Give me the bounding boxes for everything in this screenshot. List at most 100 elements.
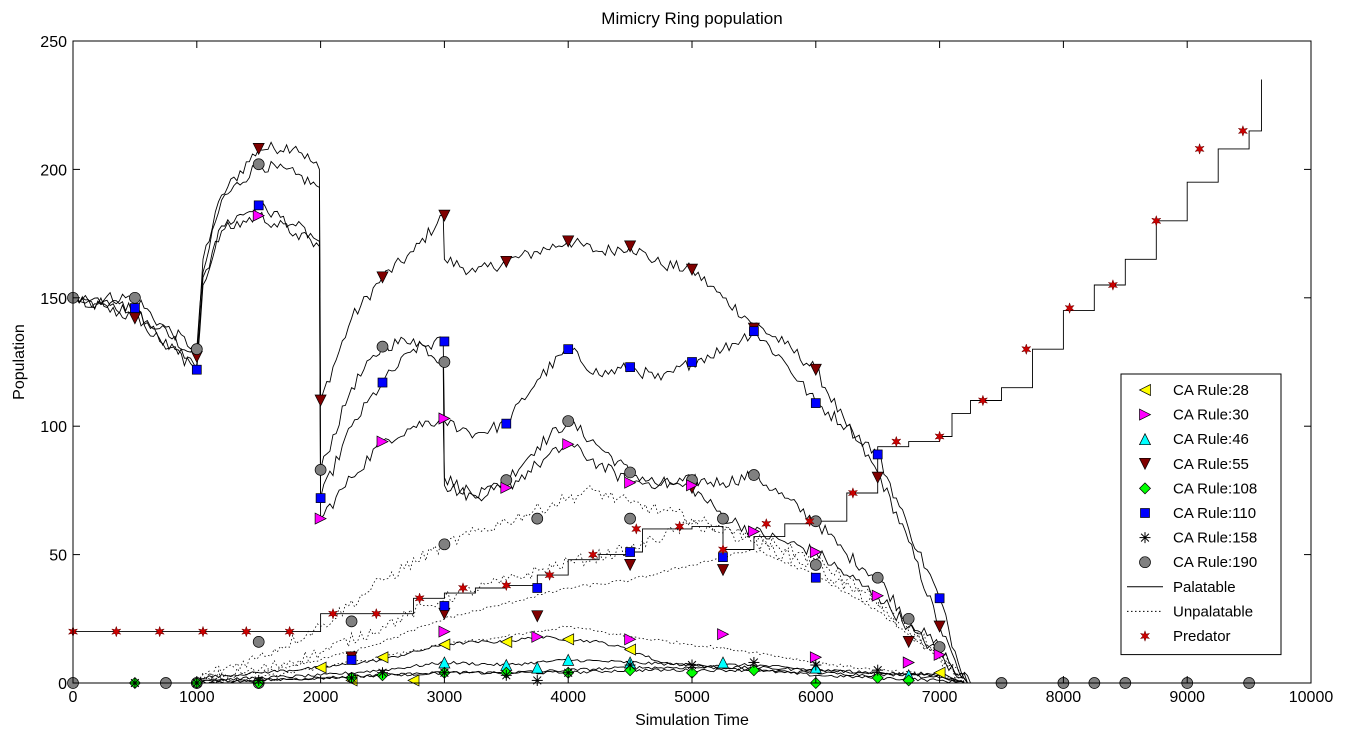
legend-entry: CA Rule:30 [1139, 407, 1249, 424]
legend-marker [1138, 432, 1152, 446]
marker-rule158 [810, 659, 822, 671]
marker-rule110 [810, 398, 821, 408]
marker-predator [544, 569, 555, 582]
marker-rule30 [531, 630, 544, 643]
marker-rule30 [624, 476, 637, 489]
series-line-unpal-4 [196, 625, 965, 684]
marker-rule190 [438, 356, 451, 368]
marker-predator [717, 543, 729, 556]
legend: CA Rule:28 CA Rule:30 CA Rule:46 CA Rule:55… [1120, 373, 1282, 656]
legend-entry: CA Rule:158 [1139, 530, 1257, 547]
marker-predator [1107, 279, 1119, 291]
plot-lines [72, 79, 1262, 684]
marker-predator [891, 435, 902, 448]
marker-rule190 [531, 512, 544, 525]
series-line-rule110 [72, 200, 971, 684]
legend-marker [1139, 408, 1152, 421]
marker-rule110 [253, 200, 264, 211]
series-line-rule30 [72, 211, 971, 684]
marker-rule28 [561, 633, 575, 646]
y-tick-label: 200 [40, 162, 67, 179]
marker-predator [934, 430, 945, 443]
marker-rule110 [625, 547, 635, 557]
marker-predator [804, 515, 815, 528]
series-line-unpal-1 [196, 485, 965, 684]
x-tick-label: 6000 [798, 689, 834, 706]
marker-predator [1237, 124, 1249, 137]
marker-rule30 [717, 628, 730, 641]
legend-marker [1139, 556, 1151, 569]
marker-rule110 [377, 377, 388, 388]
marker-rule55 [438, 209, 451, 222]
series-line-rule46 [196, 658, 965, 684]
marker-rule158 [686, 659, 698, 671]
marker-rule55 [562, 235, 575, 248]
axes: 0 1000 2000 3000 4000 5000 6000 7000 8000 9000 100… [40, 34, 1333, 706]
legend-marker [1138, 457, 1152, 471]
marker-rule108 [747, 664, 760, 677]
legend-label: CA Rule:30 [1173, 407, 1249, 424]
legend-marker [1138, 383, 1151, 397]
x-tick-label: 1000 [179, 689, 215, 706]
marker-rule30 [871, 589, 884, 602]
legend-label: CA Rule:28 [1173, 382, 1249, 399]
x-tick-label: 7000 [922, 689, 958, 706]
marker-rule190 [129, 291, 141, 304]
legend-entry: Palatable [1127, 579, 1236, 596]
marker-predator [197, 625, 209, 638]
marker-rule30 [748, 525, 761, 538]
marker-predator [371, 607, 382, 620]
marker-rule46 [531, 661, 544, 674]
marker-rule190 [748, 469, 760, 481]
legend-label: CA Rule:158 [1173, 530, 1257, 547]
marker-rule30 [562, 438, 575, 451]
series-line-unpal-2 [196, 519, 965, 684]
marker-rule190 [345, 615, 358, 628]
marker-predator [847, 487, 859, 499]
marker-rule190 [438, 538, 451, 551]
marker-rule108 [902, 674, 915, 687]
marker-rule55 [624, 559, 637, 572]
marker-rule190 [562, 415, 575, 427]
series-line-rule158 [196, 665, 965, 684]
marker-rule158 [377, 667, 388, 679]
legend-label: CA Rule:46 [1173, 431, 1249, 448]
series-line-rule190 [72, 160, 971, 684]
marker-rule55 [809, 363, 822, 376]
marker-rule30 [933, 648, 946, 661]
marker-rule28 [314, 661, 327, 674]
marker-rule30 [624, 633, 637, 646]
marker-predator [111, 625, 122, 638]
legend-entry: CA Rule:110 [1140, 505, 1256, 522]
marker-rule158 [346, 672, 358, 684]
marker-predator [284, 625, 295, 638]
marker-rule110 [532, 583, 543, 593]
marker-rule30 [314, 512, 327, 525]
marker-rule110 [315, 493, 326, 503]
marker-rule190 [252, 158, 265, 171]
series-line-rule55 [72, 141, 971, 684]
marker-rule190 [624, 512, 636, 525]
marker-rule158 [872, 664, 884, 676]
marker-rule190 [376, 340, 389, 353]
y-tick-label: 250 [40, 34, 67, 51]
legend-label: CA Rule:110 [1173, 505, 1256, 522]
legend-marker [1139, 482, 1151, 495]
series-line-rule108 [196, 668, 965, 684]
marker-rule190 [717, 512, 729, 525]
marker-predator [761, 517, 772, 530]
marker-rule55 [933, 620, 946, 633]
marker-rule28 [623, 643, 636, 656]
marker-predator [587, 548, 599, 561]
marker-rule28 [933, 666, 946, 679]
marker-rule55 [531, 610, 544, 623]
marker-predator [1151, 214, 1162, 227]
marker-rule55 [252, 143, 265, 156]
marker-predator [1064, 302, 1075, 315]
marker-rule110 [625, 362, 635, 372]
y-tick-label: 150 [40, 291, 67, 308]
marker-rule30 [438, 412, 451, 425]
legend-entry: CA Rule:55 [1138, 456, 1249, 473]
legend-marker [1139, 630, 1151, 642]
